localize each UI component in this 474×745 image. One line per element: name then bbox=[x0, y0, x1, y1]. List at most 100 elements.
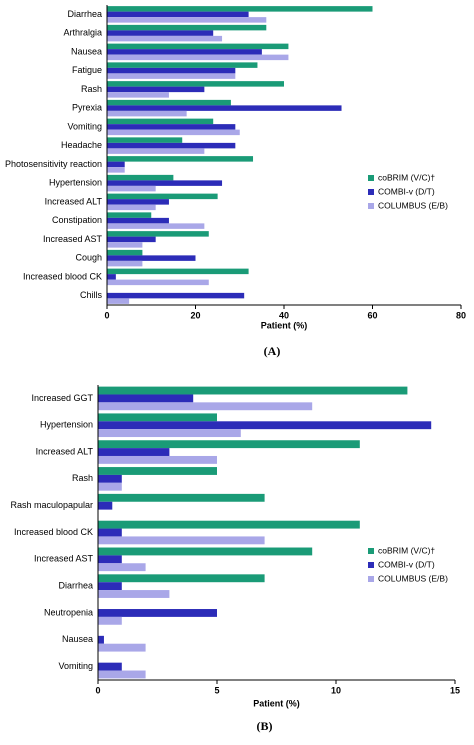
bar bbox=[107, 180, 223, 186]
bar bbox=[107, 129, 240, 136]
legend-label: coBRIM (V/C)† bbox=[378, 545, 435, 555]
y-tick-label: Increased ALT bbox=[36, 446, 94, 456]
x-tick-label: 60 bbox=[367, 310, 377, 320]
bar bbox=[107, 255, 196, 261]
bar bbox=[98, 609, 217, 617]
bar bbox=[107, 43, 289, 50]
y-tick-label: Neutropenia bbox=[44, 607, 93, 617]
bar bbox=[107, 242, 143, 248]
bar bbox=[98, 474, 122, 483]
y-tick-label: Vomiting bbox=[67, 121, 102, 131]
legend-label: COMBI-v (D/T) bbox=[378, 559, 435, 569]
y-tick-label: Fatigue bbox=[72, 65, 102, 75]
bar bbox=[107, 279, 209, 286]
bar bbox=[98, 536, 265, 545]
bar bbox=[107, 67, 236, 74]
x-axis-label: Patient (%) bbox=[253, 698, 300, 708]
y-tick-label: Constipation bbox=[52, 215, 102, 225]
bar bbox=[98, 440, 360, 449]
bar bbox=[107, 105, 342, 111]
bar bbox=[107, 11, 249, 18]
bar bbox=[107, 148, 205, 154]
bar bbox=[107, 92, 169, 98]
y-tick-label: Hypertension bbox=[49, 178, 102, 188]
bar bbox=[98, 528, 122, 537]
y-tick-label: Vomiting bbox=[58, 661, 93, 671]
bar bbox=[107, 99, 231, 106]
bar bbox=[98, 467, 217, 475]
bar bbox=[107, 193, 218, 200]
legend-label: COLUMBUS (E/B) bbox=[378, 573, 448, 583]
bar bbox=[98, 493, 265, 502]
bar bbox=[107, 124, 236, 130]
bar bbox=[107, 35, 223, 42]
bar bbox=[98, 590, 170, 598]
bar bbox=[98, 386, 408, 395]
y-tick-label: Increased blood CK bbox=[14, 527, 93, 537]
bar bbox=[107, 142, 236, 149]
bar bbox=[98, 670, 146, 679]
x-tick-label: 0 bbox=[95, 685, 100, 695]
x-tick-label: 20 bbox=[190, 310, 200, 320]
bar bbox=[107, 161, 125, 168]
bar bbox=[107, 223, 205, 229]
bar bbox=[107, 185, 156, 192]
y-tick-label: Increased AST bbox=[43, 234, 103, 244]
bar bbox=[107, 292, 245, 299]
bar bbox=[98, 413, 217, 422]
bar bbox=[98, 616, 122, 625]
bar bbox=[98, 574, 265, 583]
bar bbox=[98, 643, 146, 652]
bar bbox=[98, 402, 313, 411]
bar bbox=[107, 298, 130, 304]
bar bbox=[107, 6, 373, 12]
y-tick-label: Headache bbox=[61, 140, 102, 150]
x-tick-label: 0 bbox=[104, 310, 109, 320]
bar bbox=[107, 49, 262, 55]
bar bbox=[107, 24, 267, 31]
y-tick-label: Increased blood CK bbox=[23, 271, 102, 281]
bar bbox=[107, 54, 289, 61]
bar bbox=[107, 30, 214, 36]
bar bbox=[107, 249, 143, 256]
legend-swatch bbox=[368, 175, 374, 181]
bar bbox=[98, 501, 113, 510]
y-tick-label: Nausea bbox=[71, 46, 102, 56]
y-tick-label: Arthralgia bbox=[63, 28, 102, 38]
y-tick-label: Cough bbox=[75, 253, 102, 263]
bar bbox=[98, 455, 217, 464]
y-tick-label: Rash bbox=[72, 473, 93, 483]
bar bbox=[98, 635, 104, 644]
bar bbox=[98, 448, 170, 456]
bar bbox=[107, 260, 143, 267]
x-tick-label: 10 bbox=[331, 685, 341, 695]
y-tick-label: Diarrhea bbox=[58, 581, 93, 591]
bar bbox=[107, 118, 214, 125]
bar bbox=[107, 174, 174, 181]
legend-label: coBRIM (V/C)† bbox=[378, 172, 435, 182]
y-tick-label: Chills bbox=[80, 290, 103, 300]
legend-swatch bbox=[368, 562, 374, 568]
bar bbox=[98, 582, 122, 591]
bar bbox=[107, 86, 205, 93]
bar bbox=[98, 429, 241, 438]
bar bbox=[107, 73, 236, 79]
bar bbox=[98, 421, 432, 430]
x-tick-label: 80 bbox=[456, 310, 466, 320]
y-tick-label: Rash maculopapular bbox=[10, 500, 93, 510]
bar bbox=[107, 199, 169, 205]
bar bbox=[107, 236, 156, 243]
y-tick-label: Rash bbox=[81, 84, 102, 94]
legend-swatch bbox=[368, 576, 374, 582]
panel-label: (B) bbox=[257, 719, 273, 733]
bar bbox=[98, 482, 122, 491]
y-tick-label: Hypertension bbox=[40, 420, 93, 430]
bar bbox=[98, 563, 146, 572]
legend-swatch bbox=[368, 203, 374, 209]
bar bbox=[107, 62, 258, 68]
bar bbox=[107, 17, 267, 23]
y-tick-label: Photosensitivity reaction bbox=[5, 159, 102, 169]
y-tick-label: Pyrexia bbox=[72, 103, 102, 113]
x-tick-label: 40 bbox=[279, 310, 289, 320]
